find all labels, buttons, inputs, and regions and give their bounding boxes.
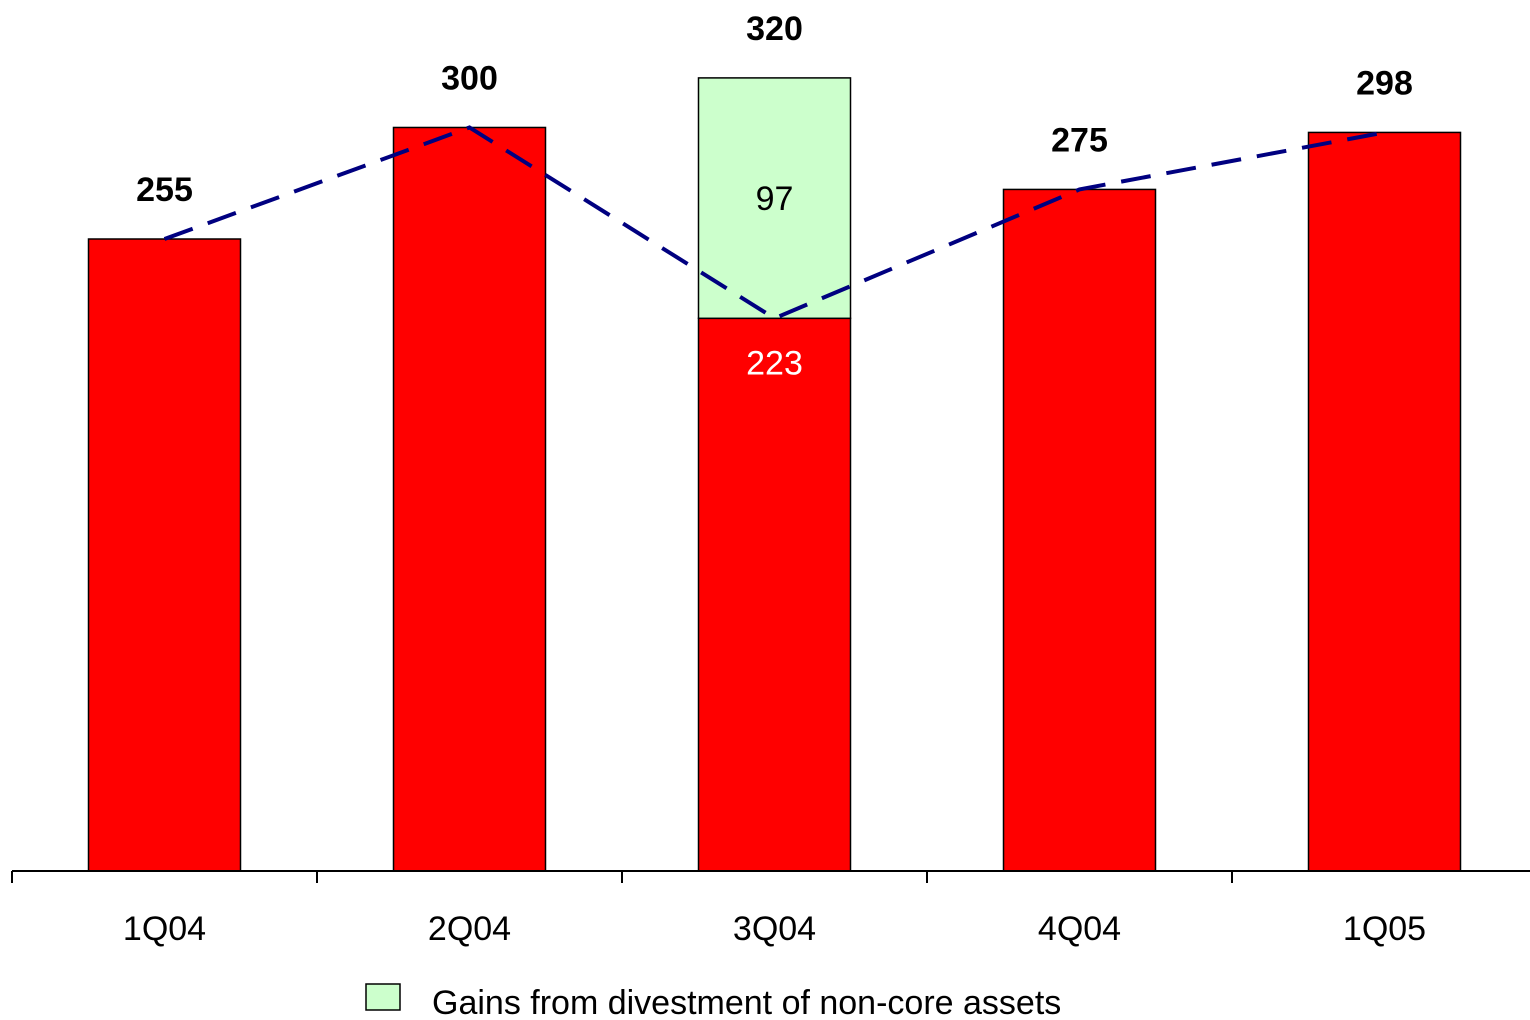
bar-3Q04-series-0: [697, 317, 852, 872]
legend-swatch: [365, 983, 401, 1011]
total-label-2Q04: 300: [441, 59, 498, 97]
bar-2Q04-series-0: [392, 126, 547, 872]
category-label-3Q04: 3Q04: [733, 910, 816, 948]
bar-4Q04-series-0: [1002, 188, 1157, 872]
category-label-1Q05: 1Q05: [1343, 910, 1426, 948]
total-label-1Q04: 255: [136, 171, 193, 209]
category-label-1Q04: 1Q04: [123, 910, 206, 948]
segment-label-3Q04-series-0: 223: [746, 344, 803, 382]
trend-line-group: [163, 125, 1385, 321]
bar-1Q05-series-0: [1307, 131, 1462, 872]
labels-group: 1Q04 2Q04 3Q04 4Q04 1Q05 255 300 320 275 298 223 97: [123, 10, 1426, 948]
bar-3Q04-series-1: [697, 77, 852, 320]
category-label-4Q04: 4Q04: [1038, 910, 1121, 948]
total-label-3Q04: 320: [746, 10, 803, 48]
segment-label-3Q04-series-1: 97: [756, 180, 794, 218]
bar-1Q04-series-0: [87, 238, 242, 872]
legend: Gains from divestment of non-core assets: [365, 983, 1061, 1020]
trend-line: [163, 125, 1385, 321]
category-label-2Q04: 2Q04: [428, 910, 511, 948]
legend-label: Gains from divestment of non-core assets: [432, 984, 1061, 1020]
x-axis: [11, 870, 1530, 883]
total-label-4Q04: 275: [1051, 121, 1108, 159]
bars-group: [87, 77, 1462, 872]
total-label-1Q05: 298: [1356, 64, 1413, 102]
